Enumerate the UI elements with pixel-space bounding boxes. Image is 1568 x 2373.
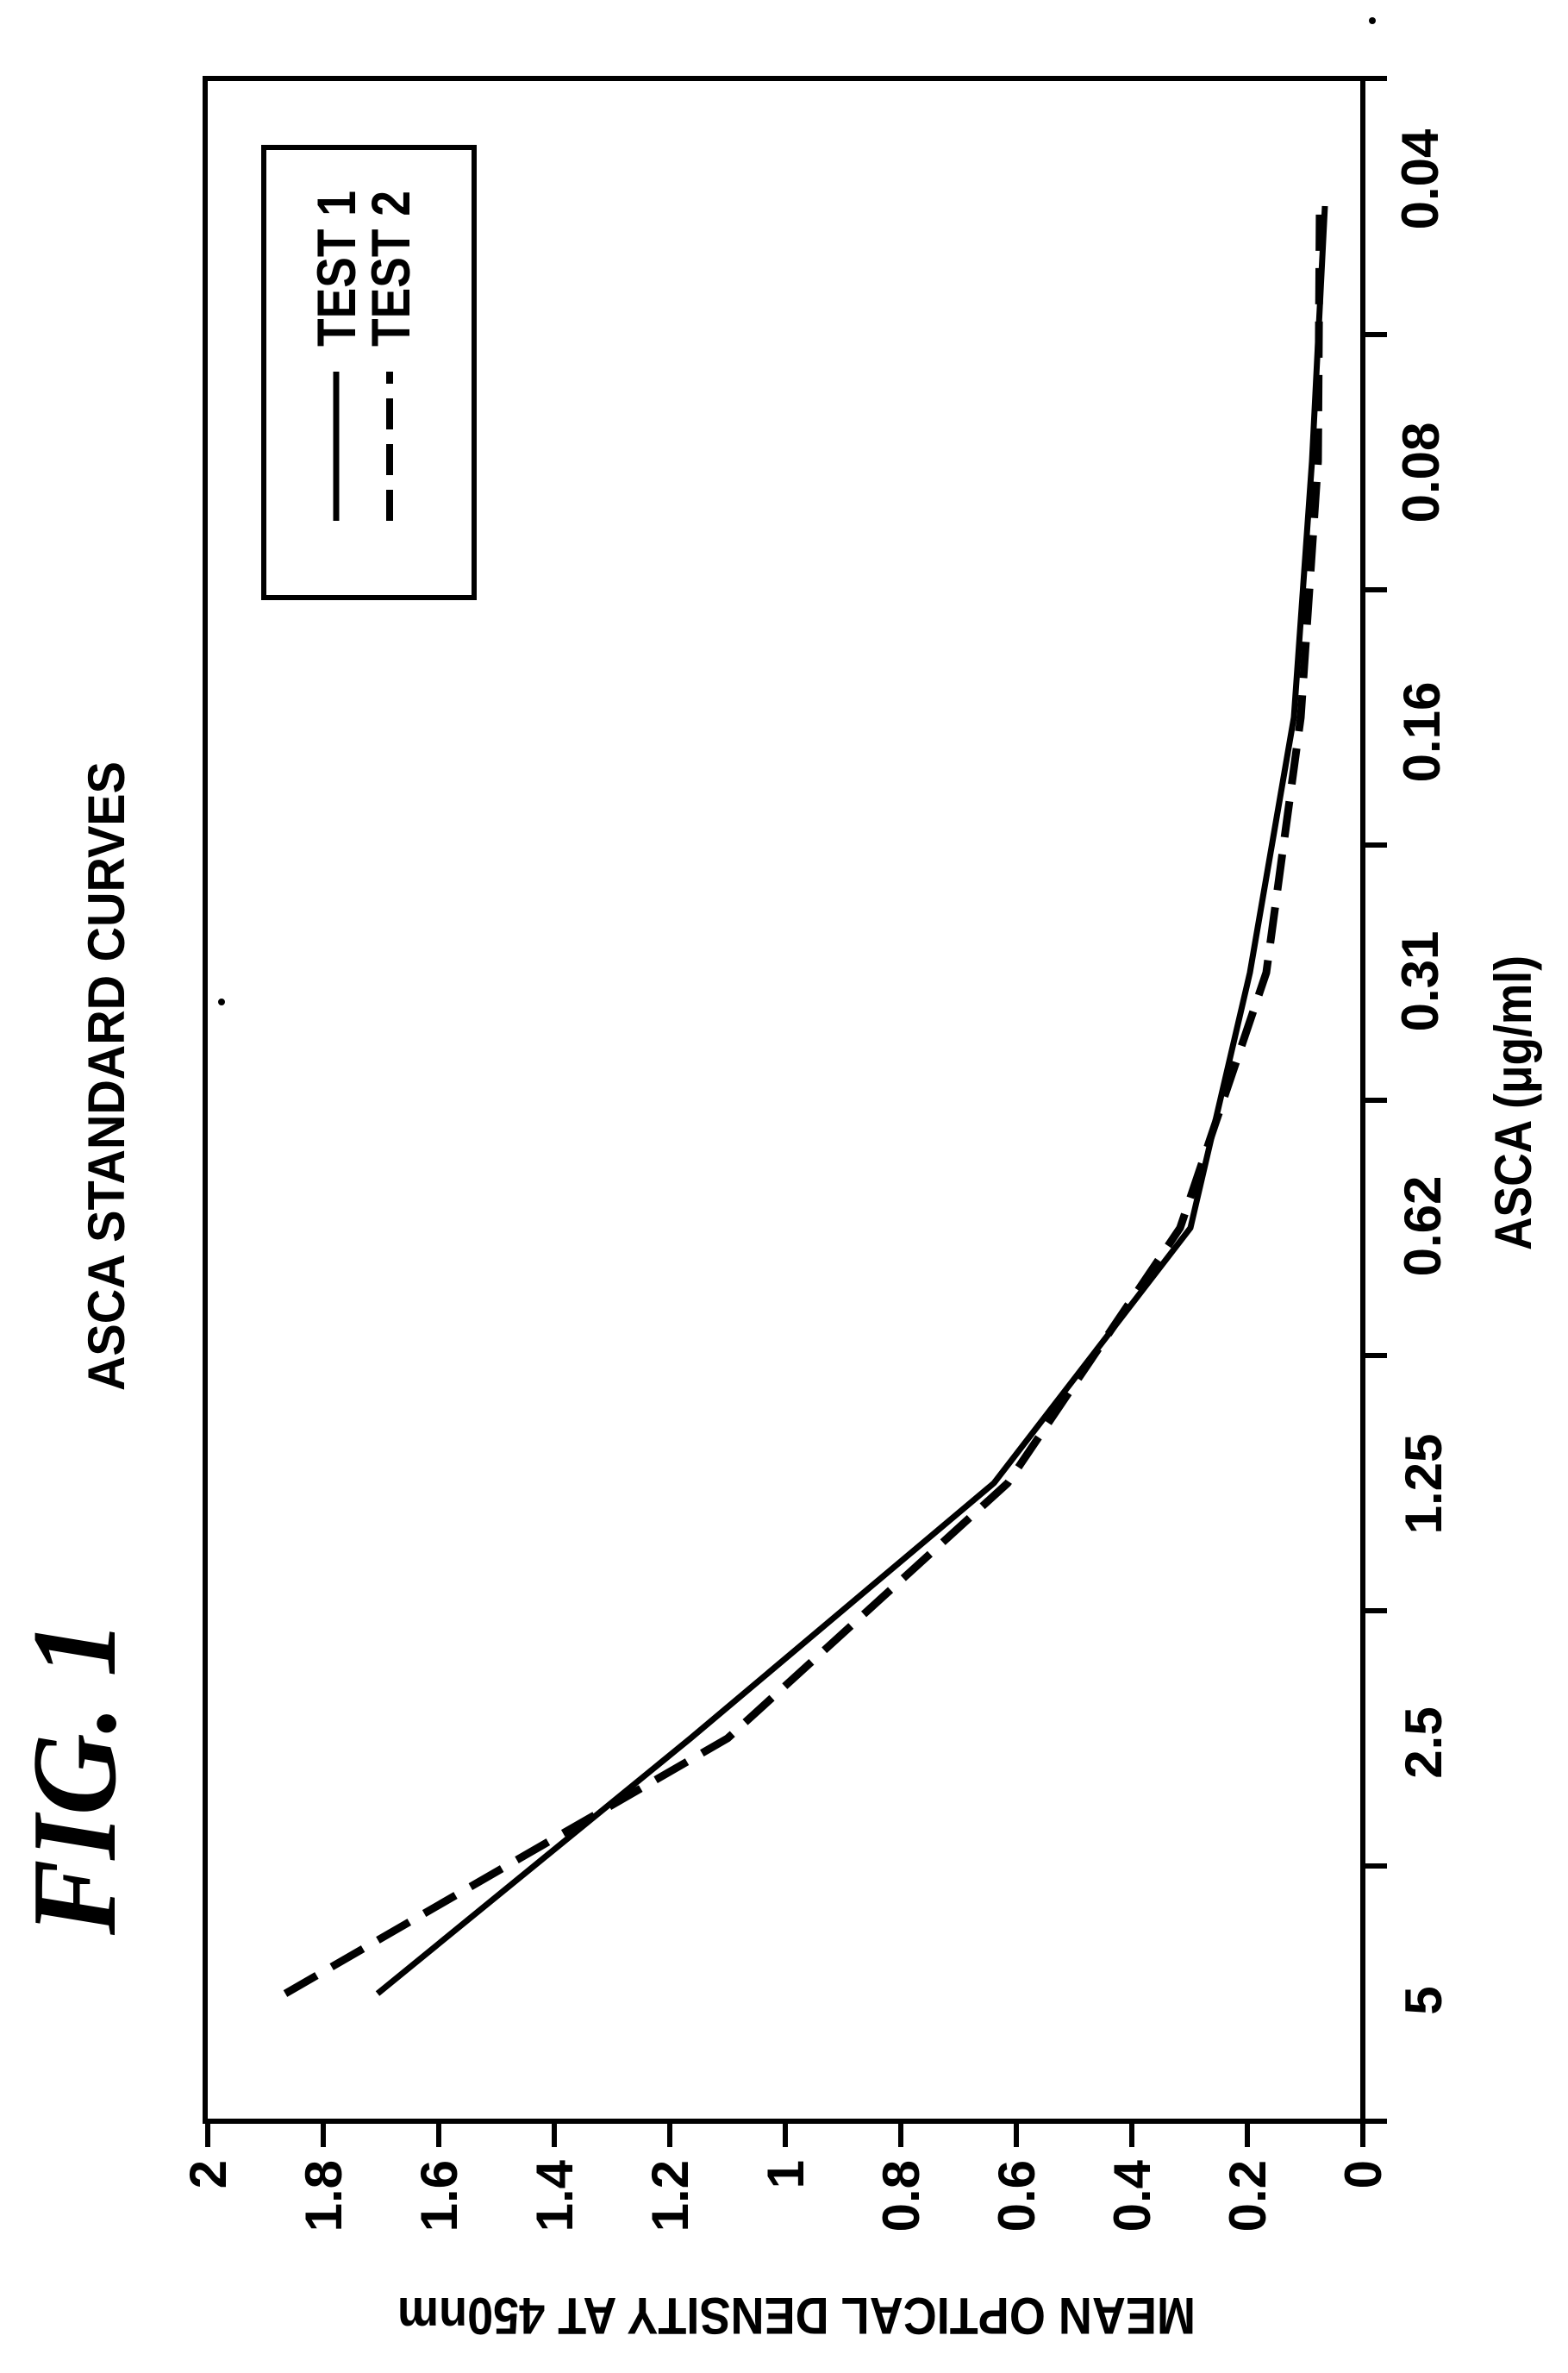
svg-text:2: 2 (179, 2160, 237, 2188)
svg-text:0.16: 0.16 (1393, 682, 1451, 783)
svg-text:0.2: 0.2 (1219, 2160, 1277, 2232)
svg-text:0.08: 0.08 (1392, 423, 1450, 523)
svg-text:FIG. 1: FIG. 1 (8, 1620, 141, 1936)
svg-text:1.4: 1.4 (526, 2159, 584, 2232)
svg-text:ASCA STANDARD CURVES: ASCA STANDARD CURVES (78, 761, 135, 1391)
svg-text:ASCA (μg/ml): ASCA (μg/ml) (1484, 955, 1542, 1250)
svg-text:1.6: 1.6 (410, 2160, 468, 2232)
svg-text:0.04: 0.04 (1391, 128, 1449, 229)
svg-text:1.8: 1.8 (295, 2160, 353, 2232)
svg-text:5: 5 (1395, 1986, 1452, 2014)
svg-text:TEST 2: TEST 2 (361, 191, 422, 347)
svg-text:0.31: 0.31 (1391, 931, 1449, 1032)
svg-text:0.4: 0.4 (1103, 2159, 1161, 2232)
svg-text:TEST 1: TEST 1 (307, 191, 367, 347)
svg-text:1.2: 1.2 (641, 2160, 699, 2232)
svg-text:0: 0 (1334, 2160, 1392, 2188)
svg-text:0.8: 0.8 (872, 2160, 930, 2232)
svg-text:MEAN OPTICAL DENSITY AT 450nm: MEAN OPTICAL DENSITY AT 450nm (397, 2287, 1196, 2345)
svg-text:2.5: 2.5 (1395, 1706, 1452, 1778)
svg-text:1: 1 (757, 2160, 815, 2188)
svg-text:0.62: 0.62 (1394, 1176, 1452, 1277)
svg-text:1.25: 1.25 (1395, 1434, 1452, 1535)
svg-text:0.6: 0.6 (988, 2160, 1046, 2232)
